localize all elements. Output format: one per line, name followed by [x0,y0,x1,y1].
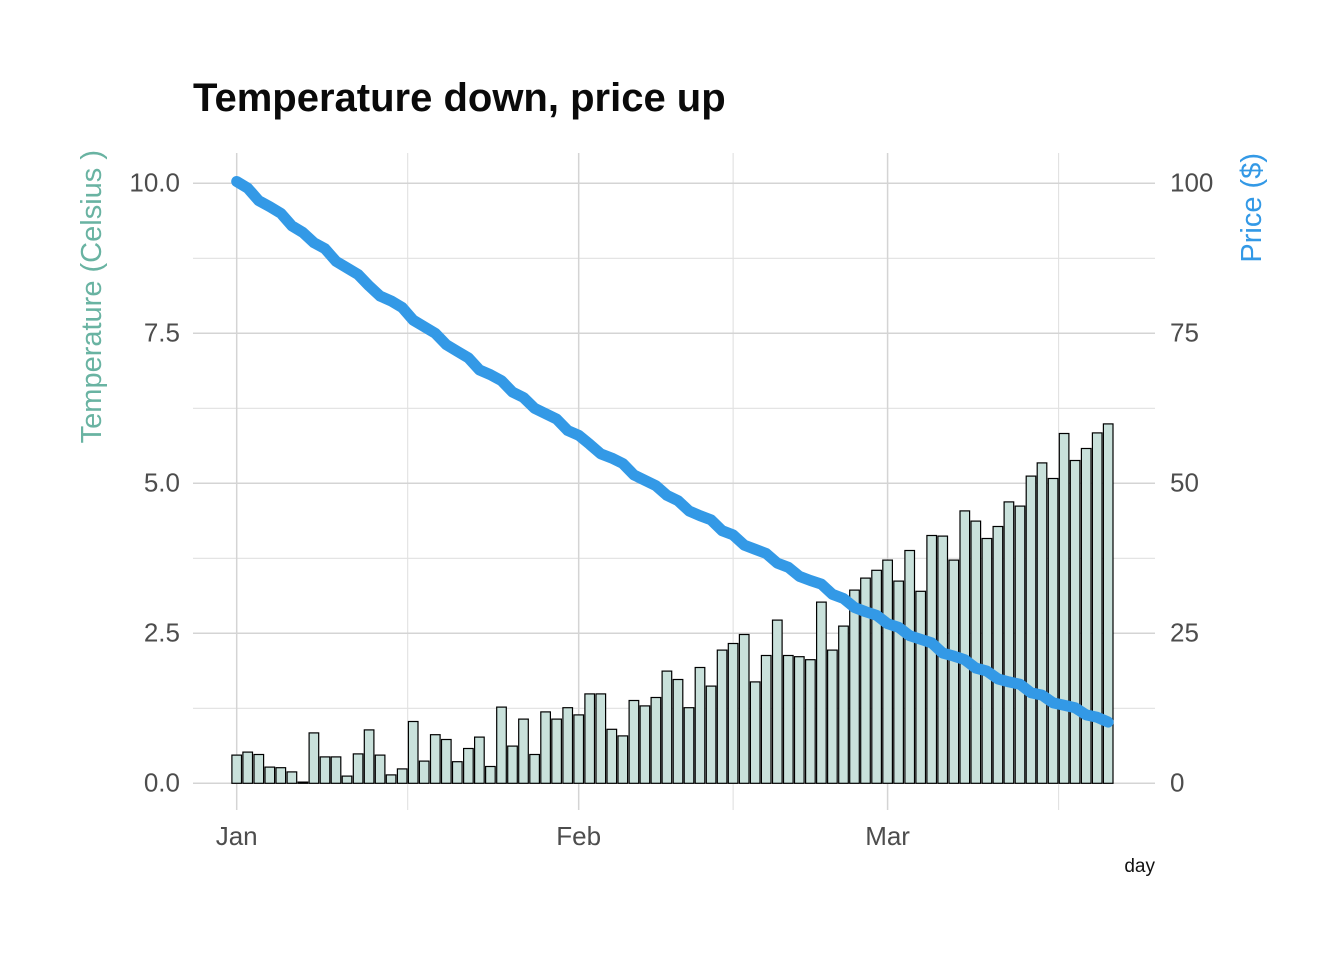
temperature-bar [330,756,342,784]
temperature-bar [661,670,673,784]
y-left-tick-label: 7.5 [143,317,180,348]
temperature-bar [308,732,320,784]
temperature-bar [650,696,662,784]
temperature-bar [826,649,838,784]
temperature-bar [893,580,904,784]
temperature-bar [352,753,364,784]
temperature-bar [286,771,298,784]
temperature-bar [749,681,761,784]
y-right-tick-label: 0 [1170,767,1185,798]
y-right-tick-label: 100 [1170,167,1214,198]
temperature-bar [904,549,916,784]
temperature-bar [297,781,309,784]
price-line [231,176,1114,728]
temperature-bar [319,756,331,784]
temperature-bar [485,765,496,784]
y-right-tick-label: 50 [1170,467,1199,498]
temperature-bar [793,656,805,784]
temperature-bar [804,659,816,784]
x-tick-label: Jan [215,821,258,851]
temperature-bar [451,761,463,784]
temperature-bar [418,760,430,784]
temperature-bar [496,706,507,784]
temperature-bar [838,625,849,784]
temperature-bar [1080,447,1092,784]
temperature-bar [463,747,474,784]
temperature-bar [771,619,783,784]
left-axis-title: Temperature (Celsius ) [76,150,108,444]
temperature-bar [1091,432,1103,784]
temperature-bar [1036,462,1048,784]
temperature-bar [628,699,640,784]
chart-title: Temperature down, price up [193,76,726,120]
temperature-bar [849,589,860,784]
temperature-bar [540,711,551,784]
temperature-bar [981,537,993,784]
temperature-bar [760,654,772,784]
temperature-bar [507,745,518,784]
temperature-bar [374,754,386,784]
temperature-bar [474,736,485,784]
temperature-bar [396,768,408,784]
temperature-bar [551,718,562,784]
temperature-bar [915,590,927,784]
temperature-bar [860,577,871,784]
y-left-tick-label: 5.0 [143,467,180,498]
temperature-bar [815,601,827,784]
temperature-bar [738,633,750,784]
temperature-bar [518,718,529,784]
temperature-bar [407,720,419,784]
temperature-bar [1069,459,1081,784]
x-tick-label: Mar [865,821,910,851]
temperature-bar [595,693,607,784]
temperature-bar [1047,477,1059,784]
temperature-bar [385,774,397,784]
temperature-bar [264,766,276,784]
y-right-tick-label: 75 [1170,317,1199,348]
x-axis-title: day [1124,856,1155,877]
temperature-bar [573,714,585,784]
temperature-bar [1025,475,1037,784]
right-axis-title: Price ($) [1236,153,1268,263]
temperature-bar [1014,505,1026,784]
temperature-bar [970,520,982,784]
temperature-bar [672,678,684,784]
temperature-bar [705,685,717,784]
temperature-bar [231,754,243,784]
temperature-bar [871,569,882,784]
temperature-bar [606,728,618,784]
temperature-bar [1102,423,1114,784]
temperature-bar [584,693,596,784]
temperature-bar [363,729,375,784]
temperature-bar [1003,501,1015,784]
temperature-bar [782,654,794,784]
temperature-bar [275,767,287,784]
temperature-bar [639,705,651,784]
y-right-tick-label: 25 [1170,617,1199,648]
temperature-bar [529,753,540,784]
temperature-bar [694,666,706,784]
temperature-bar [253,753,265,784]
y-left-tick-label: 2.5 [143,617,180,648]
temperature-bar [562,707,574,784]
y-left-tick-label: 10.0 [129,167,180,198]
temperature-bar [341,775,353,784]
y-left-tick-label: 0.0 [143,767,180,798]
temperature-bar [242,751,254,784]
temperature-bar [716,649,728,784]
temperature-bar [948,559,960,784]
temperature-bar [727,642,739,784]
temperature-bar [683,707,695,784]
temperature-bar [882,559,893,784]
temperature-bar [429,734,441,784]
temperature-bar [440,738,452,784]
temperature-bar [926,534,938,784]
x-tick-label: Feb [556,821,602,851]
temperature-bar [992,525,1004,784]
temperature-bar [617,735,629,784]
temperature-bar [1058,432,1070,784]
temperature-bar [959,510,971,784]
